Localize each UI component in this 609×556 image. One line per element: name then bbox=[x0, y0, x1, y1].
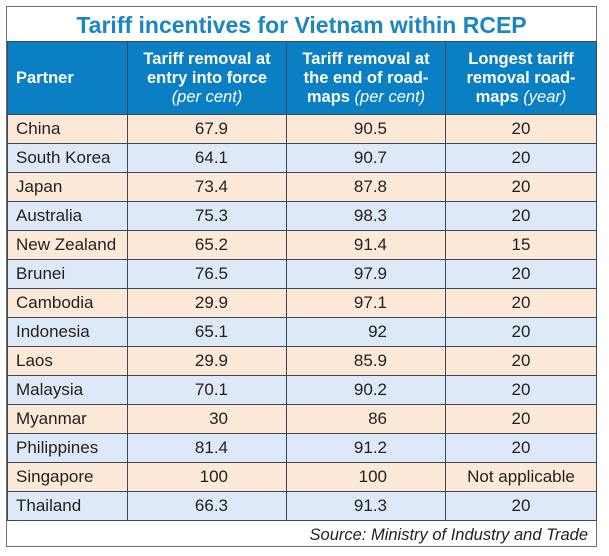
partner-cell: Indonesia bbox=[7, 317, 128, 347]
entry-cell: 81.4 bbox=[127, 433, 287, 463]
tariff-table: Partner Tariff removal at entry into for… bbox=[7, 41, 597, 521]
entry-cell: 73.4 bbox=[127, 172, 287, 202]
entry-cell: 76.5 bbox=[127, 259, 287, 289]
header-end: Tariff removal at the end of road-maps (… bbox=[286, 41, 446, 115]
header-row: Partner Tariff removal at entry into for… bbox=[7, 41, 597, 115]
end-cell: 100 bbox=[286, 462, 446, 492]
table-row: China 67.9 90.5 20 bbox=[7, 114, 597, 144]
end-cell: 98.3 bbox=[286, 201, 446, 231]
entry-cell: 65.2 bbox=[127, 230, 287, 260]
entry-cell: 100 bbox=[127, 462, 287, 492]
partner-cell: Australia bbox=[7, 201, 128, 231]
partner-cell: Brunei bbox=[7, 259, 128, 289]
table-row: Philippines 81.4 91.2 20 bbox=[7, 433, 597, 463]
header-entry: Tariff removal at entry into force (per c… bbox=[127, 41, 287, 115]
source-note: Source: Ministry of Industry and Trade bbox=[309, 526, 588, 544]
table-row: South Korea 64.1 90.7 20 bbox=[7, 143, 597, 173]
entry-cell: 64.1 bbox=[127, 143, 287, 173]
end-cell: 97.9 bbox=[286, 259, 446, 289]
entry-cell: 29.9 bbox=[127, 346, 287, 376]
table-row: Japan 73.4 87.8 20 bbox=[7, 172, 597, 202]
partner-cell: Thailand bbox=[7, 491, 128, 521]
end-cell: 86 bbox=[286, 404, 446, 434]
years-cell: 20 bbox=[445, 317, 597, 347]
header-partner: Partner bbox=[7, 41, 128, 115]
years-cell: 20 bbox=[445, 172, 597, 202]
partner-cell: China bbox=[7, 114, 128, 144]
partner-cell: Malaysia bbox=[7, 375, 128, 405]
end-cell: 91.2 bbox=[286, 433, 446, 463]
years-cell: 20 bbox=[445, 114, 597, 144]
header-years: Longest tariff removal road-maps (year) bbox=[445, 41, 597, 115]
end-cell: 97.1 bbox=[286, 288, 446, 318]
partner-cell: Singapore bbox=[7, 462, 128, 492]
years-cell: 20 bbox=[445, 491, 597, 521]
entry-cell: 30 bbox=[127, 404, 287, 434]
years-cell: Not applicable bbox=[445, 462, 597, 492]
partner-cell: Philippines bbox=[7, 433, 128, 463]
entry-cell: 67.9 bbox=[127, 114, 287, 144]
entry-cell: 65.1 bbox=[127, 317, 287, 347]
partner-cell: Cambodia bbox=[7, 288, 128, 318]
partner-cell: Myanmar bbox=[7, 404, 128, 434]
tariff-table-card: Tariff incentives for Vietnam within RCE… bbox=[6, 6, 597, 547]
entry-cell: 66.3 bbox=[127, 491, 287, 521]
table-row: Singapore 100 100 Not applicable bbox=[7, 462, 597, 492]
years-cell: 20 bbox=[445, 288, 597, 318]
years-cell: 20 bbox=[445, 143, 597, 173]
partner-cell: New Zealand bbox=[7, 230, 128, 260]
entry-cell: 29.9 bbox=[127, 288, 287, 318]
table-row: Brunei 76.5 97.9 20 bbox=[7, 259, 597, 289]
table-row: Australia 75.3 98.3 20 bbox=[7, 201, 597, 231]
table-title: Tariff incentives for Vietnam within RCE… bbox=[76, 12, 527, 38]
end-cell: 85.9 bbox=[286, 346, 446, 376]
partner-cell: South Korea bbox=[7, 143, 128, 173]
years-cell: 15 bbox=[445, 230, 597, 260]
table-row: Thailand 66.3 91.3 20 bbox=[7, 491, 597, 521]
years-cell: 20 bbox=[445, 375, 597, 405]
end-cell: 91.3 bbox=[286, 491, 446, 521]
end-cell: 92 bbox=[286, 317, 446, 347]
table-row: Laos 29.9 85.9 20 bbox=[7, 346, 597, 376]
partner-cell: Laos bbox=[7, 346, 128, 376]
end-cell: 87.8 bbox=[286, 172, 446, 202]
years-cell: 20 bbox=[445, 404, 597, 434]
end-cell: 90.2 bbox=[286, 375, 446, 405]
table-row: Indonesia 65.1 92 20 bbox=[7, 317, 597, 347]
table-row: New Zealand 65.2 91.4 15 bbox=[7, 230, 597, 260]
table-row: Cambodia 29.9 97.1 20 bbox=[7, 288, 597, 318]
end-cell: 90.7 bbox=[286, 143, 446, 173]
table-row: Myanmar 30 86 20 bbox=[7, 404, 597, 434]
entry-cell: 75.3 bbox=[127, 201, 287, 231]
end-cell: 91.4 bbox=[286, 230, 446, 260]
entry-cell: 70.1 bbox=[127, 375, 287, 405]
years-cell: 20 bbox=[445, 433, 597, 463]
years-cell: 20 bbox=[445, 346, 597, 376]
years-cell: 20 bbox=[445, 259, 597, 289]
years-cell: 20 bbox=[445, 201, 597, 231]
partner-cell: Japan bbox=[7, 172, 128, 202]
end-cell: 90.5 bbox=[286, 114, 446, 144]
table-row: Malaysia 70.1 90.2 20 bbox=[7, 375, 597, 405]
